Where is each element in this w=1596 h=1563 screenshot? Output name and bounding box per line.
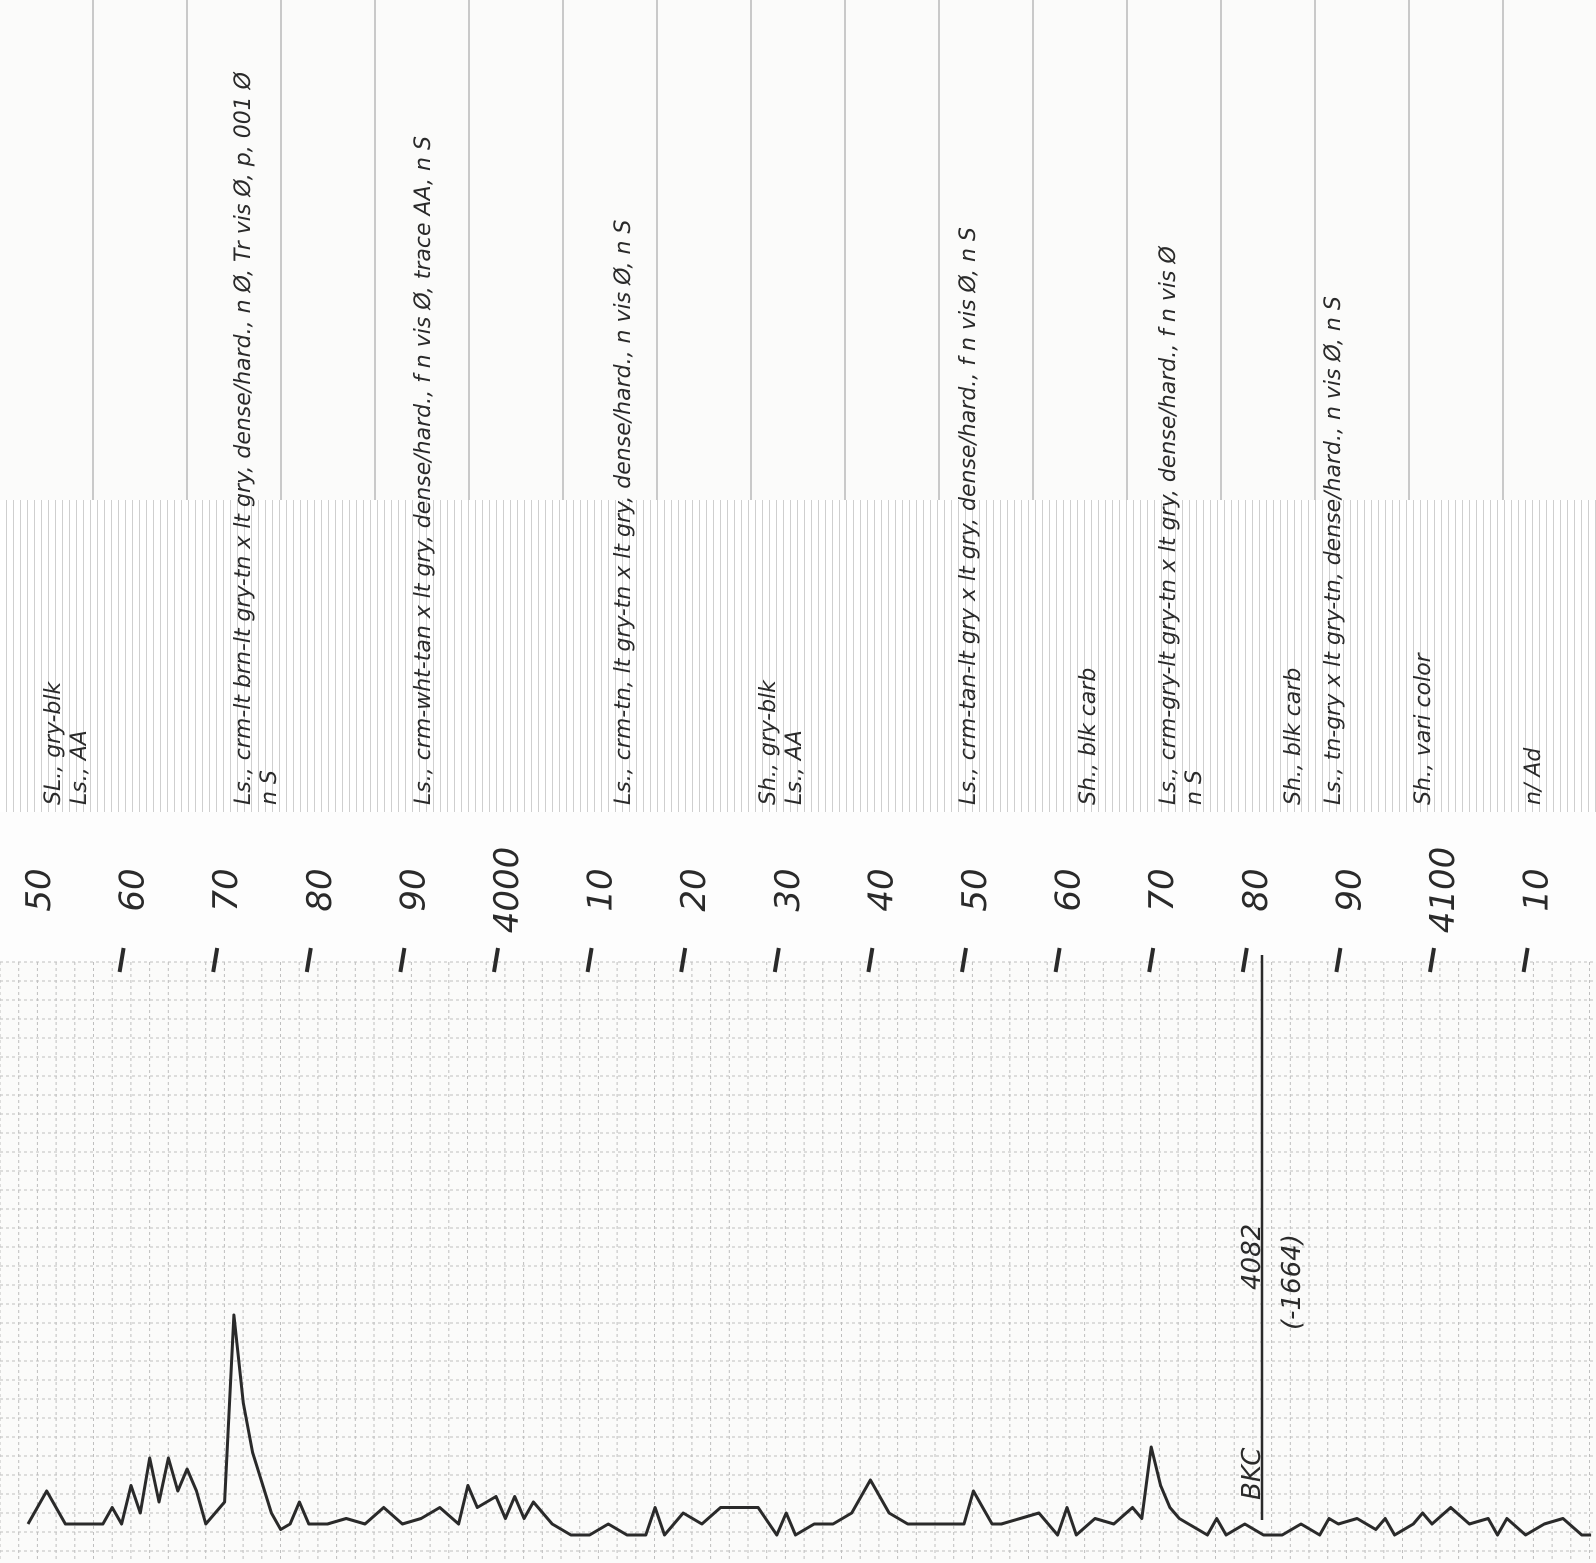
depth-label: 70 [1142,868,1182,911]
depth-label: 40 [861,868,901,911]
depth-label: 4000 [487,847,527,934]
lithology-note: Ls., crm-wht-tan x lt gry, dense/hard., … [411,136,436,805]
depth-label: 50 [19,868,59,911]
lithology-note: SL., gry-blk Ls., AA [41,681,92,805]
lithology-note-line: Sh., blk carb [1076,668,1101,805]
lithology-note-line: Ls., crm-gry-lt gry-tn x lt gry, dense/h… [1156,246,1181,805]
depth-label: 50 [955,868,995,911]
lithology-note-line: Ls., crm-wht-tan x lt gry, dense/hard., … [411,136,436,805]
depth-tick [492,947,500,973]
lithology-note-line: Ls., tn-gry x lt gry-tn, dense/hard., n … [1321,296,1346,805]
depth-tick [1053,947,1062,973]
depth-tick [304,947,313,973]
lithology-note-line: Ls., crm-lt brn-lt gry-tn x lt gry, dens… [231,71,256,805]
lithology-note-line: SL., gry-blk [41,681,66,805]
depth-label: 30 [768,868,808,911]
lithology-note-line: n S [1182,770,1207,805]
bkc-marker-depth: 4082 [1237,1224,1267,1290]
depth-labels: 50 60 70 80 90 4000 10 20 30 40 50 60 70 80 90 4100 10 [19,847,1557,934]
bkc-marker-label: BKC [1237,1447,1267,1500]
depth-tick [1521,947,1530,973]
depth-tick-marks [117,947,1530,973]
lithology-note-line: Ls., crm-tn, lt gry-tn x lt gry, dense/h… [611,220,636,805]
lithology-note: Sh., gry-blk Ls., AA [756,679,807,805]
lithology-notes: SL., gry-blk Ls., AA Ls., crm-lt brn-lt gr… [41,71,1546,805]
lithology-note: n/ Ad [1521,747,1546,805]
lithology-note-line: n/ Ad [1521,747,1546,805]
depth-label: 80 [1236,868,1276,911]
gas-curve-line [26,1313,1592,1537]
lithology-description-track [0,500,1596,812]
depth-tick [1240,947,1249,973]
depth-tick [1334,947,1343,973]
depth-tick [679,947,688,973]
lithology-note: Ls., crm-lt brn-lt gry-tn x lt gry, dens… [231,71,282,805]
lithology-note-line: Sh., blk carb [1281,668,1306,805]
lithology-note: Ls., crm-tn, lt gry-tn x lt gry, dense/h… [611,220,636,805]
lithology-note: Sh., blk carb [1281,668,1306,805]
depth-label: 90 [1329,868,1369,911]
depth-label: 80 [300,868,340,911]
bkc-marker: 4082 (-1664) BKC [1237,955,1307,1520]
depth-tick [117,947,126,973]
depth-tick [772,947,781,973]
depth-label: 20 [674,868,714,911]
depth-label: 10 [581,868,621,911]
depth-tick [585,947,594,973]
depth-tick [1147,947,1156,973]
lithology-note-line: n S [257,770,282,805]
depth-tick [960,947,968,973]
lithology-note: Ls., crm-tan-lt gry x lt gry, dense/hard… [956,227,981,805]
lithology-note: Sh., vari color [1411,651,1436,805]
depth-tick [866,947,875,973]
depth-track [0,812,1596,962]
lithology-note-line: Ls., AA [782,730,807,805]
depth-tick [211,947,220,973]
depth-label: 4100 [1423,847,1463,934]
depth-label: 70 [206,868,246,911]
depth-label: 60 [1049,868,1089,911]
depth-tick [398,947,407,973]
lithology-note-line: Sh., gry-blk [756,679,781,805]
lithology-note-line: Ls., AA [67,730,92,805]
lithology-note: Sh., blk carb [1076,668,1101,805]
lithology-note-line: Sh., vari color [1411,651,1436,805]
depth-label: 60 [113,868,153,911]
bkc-marker-subsea: (-1664) [1277,1234,1307,1330]
depth-label: 10 [1517,868,1557,911]
blank-track-panel [0,0,1596,500]
lithology-note: Ls., tn-gry x lt gry-tn, dense/hard., n … [1321,296,1346,805]
lithology-note: Ls., crm-gry-lt gry-tn x lt gry, dense/h… [1156,246,1207,805]
lithology-note-line: Ls., crm-tan-lt gry x lt gry, dense/hard… [956,227,981,805]
depth-label: 90 [393,868,433,911]
chart-grid [0,961,1596,1560]
depth-tick [1428,947,1436,973]
